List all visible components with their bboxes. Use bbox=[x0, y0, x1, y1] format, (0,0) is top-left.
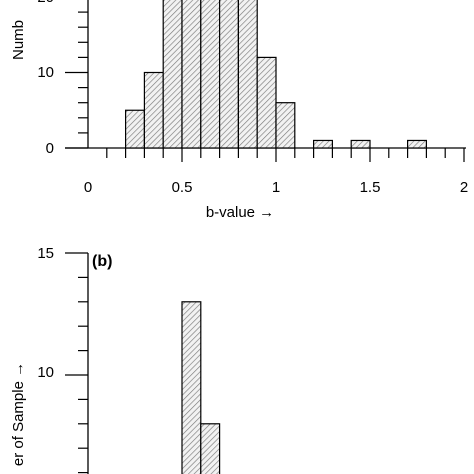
panel-b-y-minor-ticks bbox=[65, 276, 88, 474]
histogram-bar bbox=[124, 109, 145, 149]
histogram-bar bbox=[407, 139, 428, 149]
histogram-bar bbox=[181, 301, 202, 474]
histogram-bar bbox=[219, 0, 240, 149]
histogram-bar bbox=[200, 0, 221, 149]
histogram-bar bbox=[143, 71, 164, 149]
histogram-bar bbox=[181, 0, 202, 149]
panel-b-bars bbox=[181, 301, 221, 474]
panel-a-x-tick-label-1.5: 1.5 bbox=[360, 179, 381, 196]
histogram-bar bbox=[350, 139, 371, 149]
histogram-bar bbox=[162, 0, 183, 149]
panel-a-x-tick-label-2: 2 bbox=[460, 179, 468, 196]
panel-a-y-tick-label-10: 10 bbox=[37, 64, 54, 81]
panel-a-x-tick-label-0.5: 0.5 bbox=[172, 179, 193, 196]
panel-a-x-tick-label-1: 1 bbox=[272, 179, 280, 196]
histogram-bar bbox=[237, 0, 258, 149]
panel-b: (b) 15 10 er of Sample → bbox=[10, 245, 221, 474]
histogram-bar bbox=[256, 56, 277, 149]
panel-a-y-tick-label-0: 0 bbox=[46, 140, 54, 157]
histogram-bar bbox=[275, 102, 296, 149]
panel-b-y-tick-label-10: 10 bbox=[37, 364, 54, 381]
panel-b-label: (b) bbox=[92, 253, 112, 270]
panel-b-y-tick-label-15: 15 bbox=[37, 245, 54, 262]
histogram-bar bbox=[200, 423, 221, 474]
panel-a-x-ticks bbox=[106, 148, 465, 162]
panel-a-bars bbox=[124, 0, 428, 149]
panel-a-y-tick-label-20: 20 bbox=[37, 0, 54, 6]
panel-a-y-axis-title: Numb bbox=[10, 20, 27, 60]
panel-a-y-minor-ticks bbox=[65, 11, 88, 149]
panel-a-x-tick-label-0: 0 bbox=[84, 179, 92, 196]
panel-a: 0 10 20 0 0.5 1 1.5 2 b-value → Numb bbox=[10, 0, 468, 221]
panel-b-y-axis-title: er of Sample → bbox=[10, 362, 27, 466]
histogram-bar bbox=[313, 139, 334, 149]
panel-a-x-axis-title: b-value → bbox=[206, 204, 274, 221]
